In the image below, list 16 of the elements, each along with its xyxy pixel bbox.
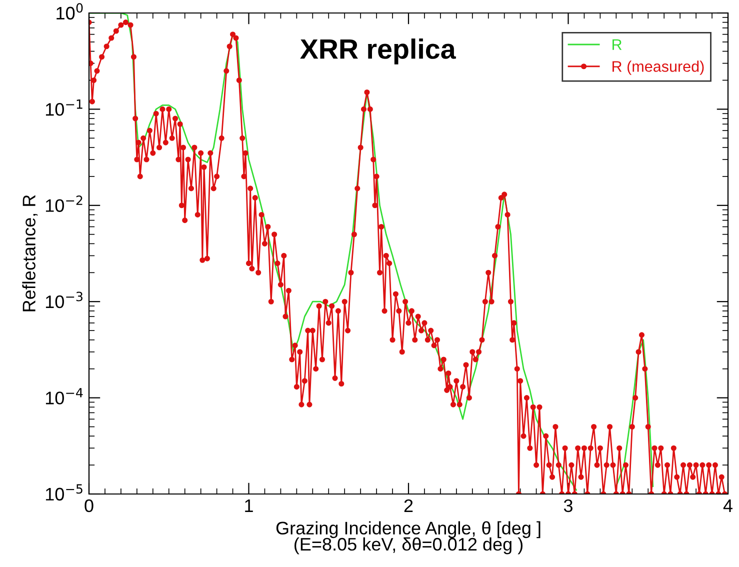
x-tick-label: 4 (723, 500, 732, 512)
y-tick-label: 10$^{−2}$ (46, 196, 82, 212)
y-axis-title: Reflectance, R (22, 195, 38, 312)
y-tick-label: 10$^{−5}$ (46, 484, 82, 501)
y-tick-label: 10$^{−4}$ (46, 388, 83, 404)
y-tick-label: 10$^{−1}$ (46, 99, 82, 116)
legend-label: R (measured) (612, 60, 704, 75)
x-axis-title: Grazing Incidence Angle, θ [deg ] (E=8.05 keV, δθ=0.012 deg ) (276, 521, 540, 554)
x-tick-label: 2 (404, 499, 413, 512)
y-tick-label: 10$^{0}$ (56, 3, 83, 20)
y-tick-label: 10$^{−3}$ (46, 292, 82, 308)
x-tick-label: 3 (564, 499, 572, 512)
x-tick-label: 1 (245, 500, 253, 512)
annotation: XRR replica (300, 38, 456, 64)
x-tick-label: 0 (84, 499, 94, 512)
legend-label: R (612, 39, 622, 50)
